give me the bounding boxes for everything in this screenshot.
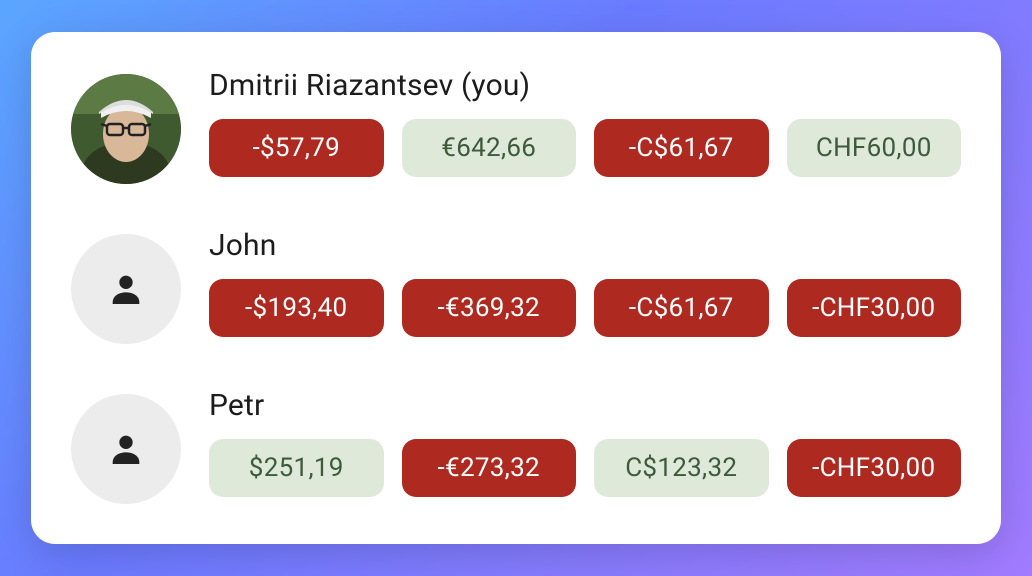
balances-card: Dmitrii Riazantsev (you) -$57,79 €642,66… [31,32,1001,544]
person-info: Dmitrii Riazantsev (you) -$57,79 €642,66… [209,68,961,177]
avatar[interactable] [71,74,181,184]
balance-chip[interactable]: -C$61,67 [594,279,769,337]
person-row[interactable]: John -$193,40 -€369,32 -C$61,67 -CHF30,0… [71,228,961,344]
balance-chip[interactable]: €642,66 [402,119,577,177]
person-icon [106,269,146,309]
balance-chip[interactable]: -CHF30,00 [787,439,962,497]
balance-chip[interactable]: $251,19 [209,439,384,497]
person-row[interactable]: Dmitrii Riazantsev (you) -$57,79 €642,66… [71,68,961,184]
person-name: Dmitrii Riazantsev (you) [209,68,961,103]
avatar[interactable] [71,394,181,504]
person-name: John [209,228,961,263]
balance-chips: $251,19 -€273,32 C$123,32 -CHF30,00 [209,439,961,497]
balance-chips: -$57,79 €642,66 -C$61,67 CHF60,00 [209,119,961,177]
balance-chip[interactable]: C$123,32 [594,439,769,497]
person-info: John -$193,40 -€369,32 -C$61,67 -CHF30,0… [209,228,961,337]
person-icon [106,429,146,469]
person-name: Petr [209,388,961,423]
balance-chip[interactable]: -€369,32 [402,279,577,337]
balance-chip[interactable]: -$57,79 [209,119,384,177]
balance-chip[interactable]: -CHF30,00 [787,279,962,337]
balance-chip[interactable]: -€273,32 [402,439,577,497]
avatar[interactable] [71,234,181,344]
person-row[interactable]: Petr $251,19 -€273,32 C$123,32 -CHF30,00 [71,388,961,504]
avatar-photo [71,74,181,184]
person-info: Petr $251,19 -€273,32 C$123,32 -CHF30,00 [209,388,961,497]
balance-chips: -$193,40 -€369,32 -C$61,67 -CHF30,00 [209,279,961,337]
balance-chip[interactable]: -$193,40 [209,279,384,337]
balance-chip[interactable]: CHF60,00 [787,119,962,177]
balance-chip[interactable]: -C$61,67 [594,119,769,177]
